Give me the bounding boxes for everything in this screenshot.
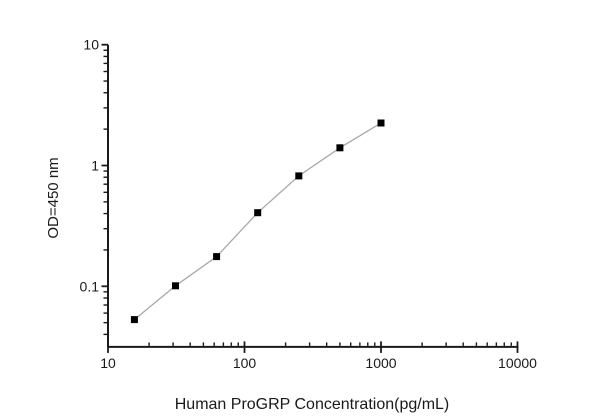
data-point-marker xyxy=(213,253,221,261)
y-tick-label: 10 xyxy=(83,37,99,53)
series-line xyxy=(133,122,382,321)
x-tick-label: 10000 xyxy=(498,355,537,371)
y-tick-label: 1 xyxy=(91,158,99,174)
data-point-marker xyxy=(254,209,262,217)
series-layer xyxy=(130,119,385,324)
data-point-marker xyxy=(377,119,385,127)
data-point-marker xyxy=(172,282,179,290)
data-point-marker xyxy=(295,172,303,180)
tick-labels-layer: 10 100 1000 10000 10 1 0.1 xyxy=(80,37,538,371)
x-tick-label: 1000 xyxy=(365,355,396,371)
x-tick-label: 100 xyxy=(233,355,257,371)
x-tick-label: 10 xyxy=(100,355,116,371)
y-axis-title: OD=450 nm xyxy=(45,157,62,238)
x-axis-title: Human ProGRP Concentration(pg/mL) xyxy=(175,396,450,413)
y-tick-label: 0.1 xyxy=(80,278,100,294)
major-ticks-layer xyxy=(101,43,519,353)
axis-lines-layer xyxy=(107,44,519,348)
minor-ticks-layer xyxy=(103,49,512,346)
data-point-marker xyxy=(336,144,344,152)
data-point-marker xyxy=(130,316,138,324)
